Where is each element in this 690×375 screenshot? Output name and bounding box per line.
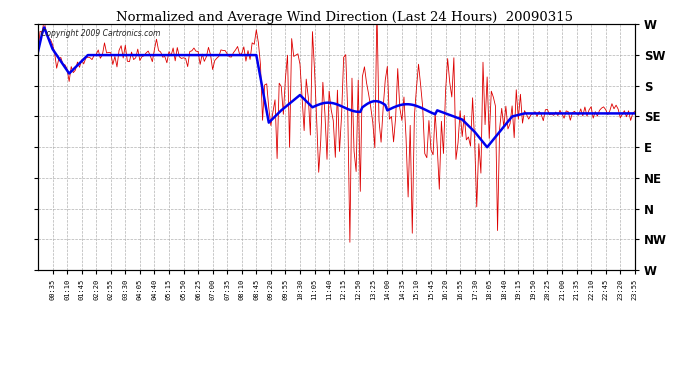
Text: Copyright 2009 Cartronics.com: Copyright 2009 Cartronics.com [41, 29, 160, 38]
Text: Normalized and Average Wind Direction (Last 24 Hours)  20090315: Normalized and Average Wind Direction (L… [117, 11, 573, 24]
